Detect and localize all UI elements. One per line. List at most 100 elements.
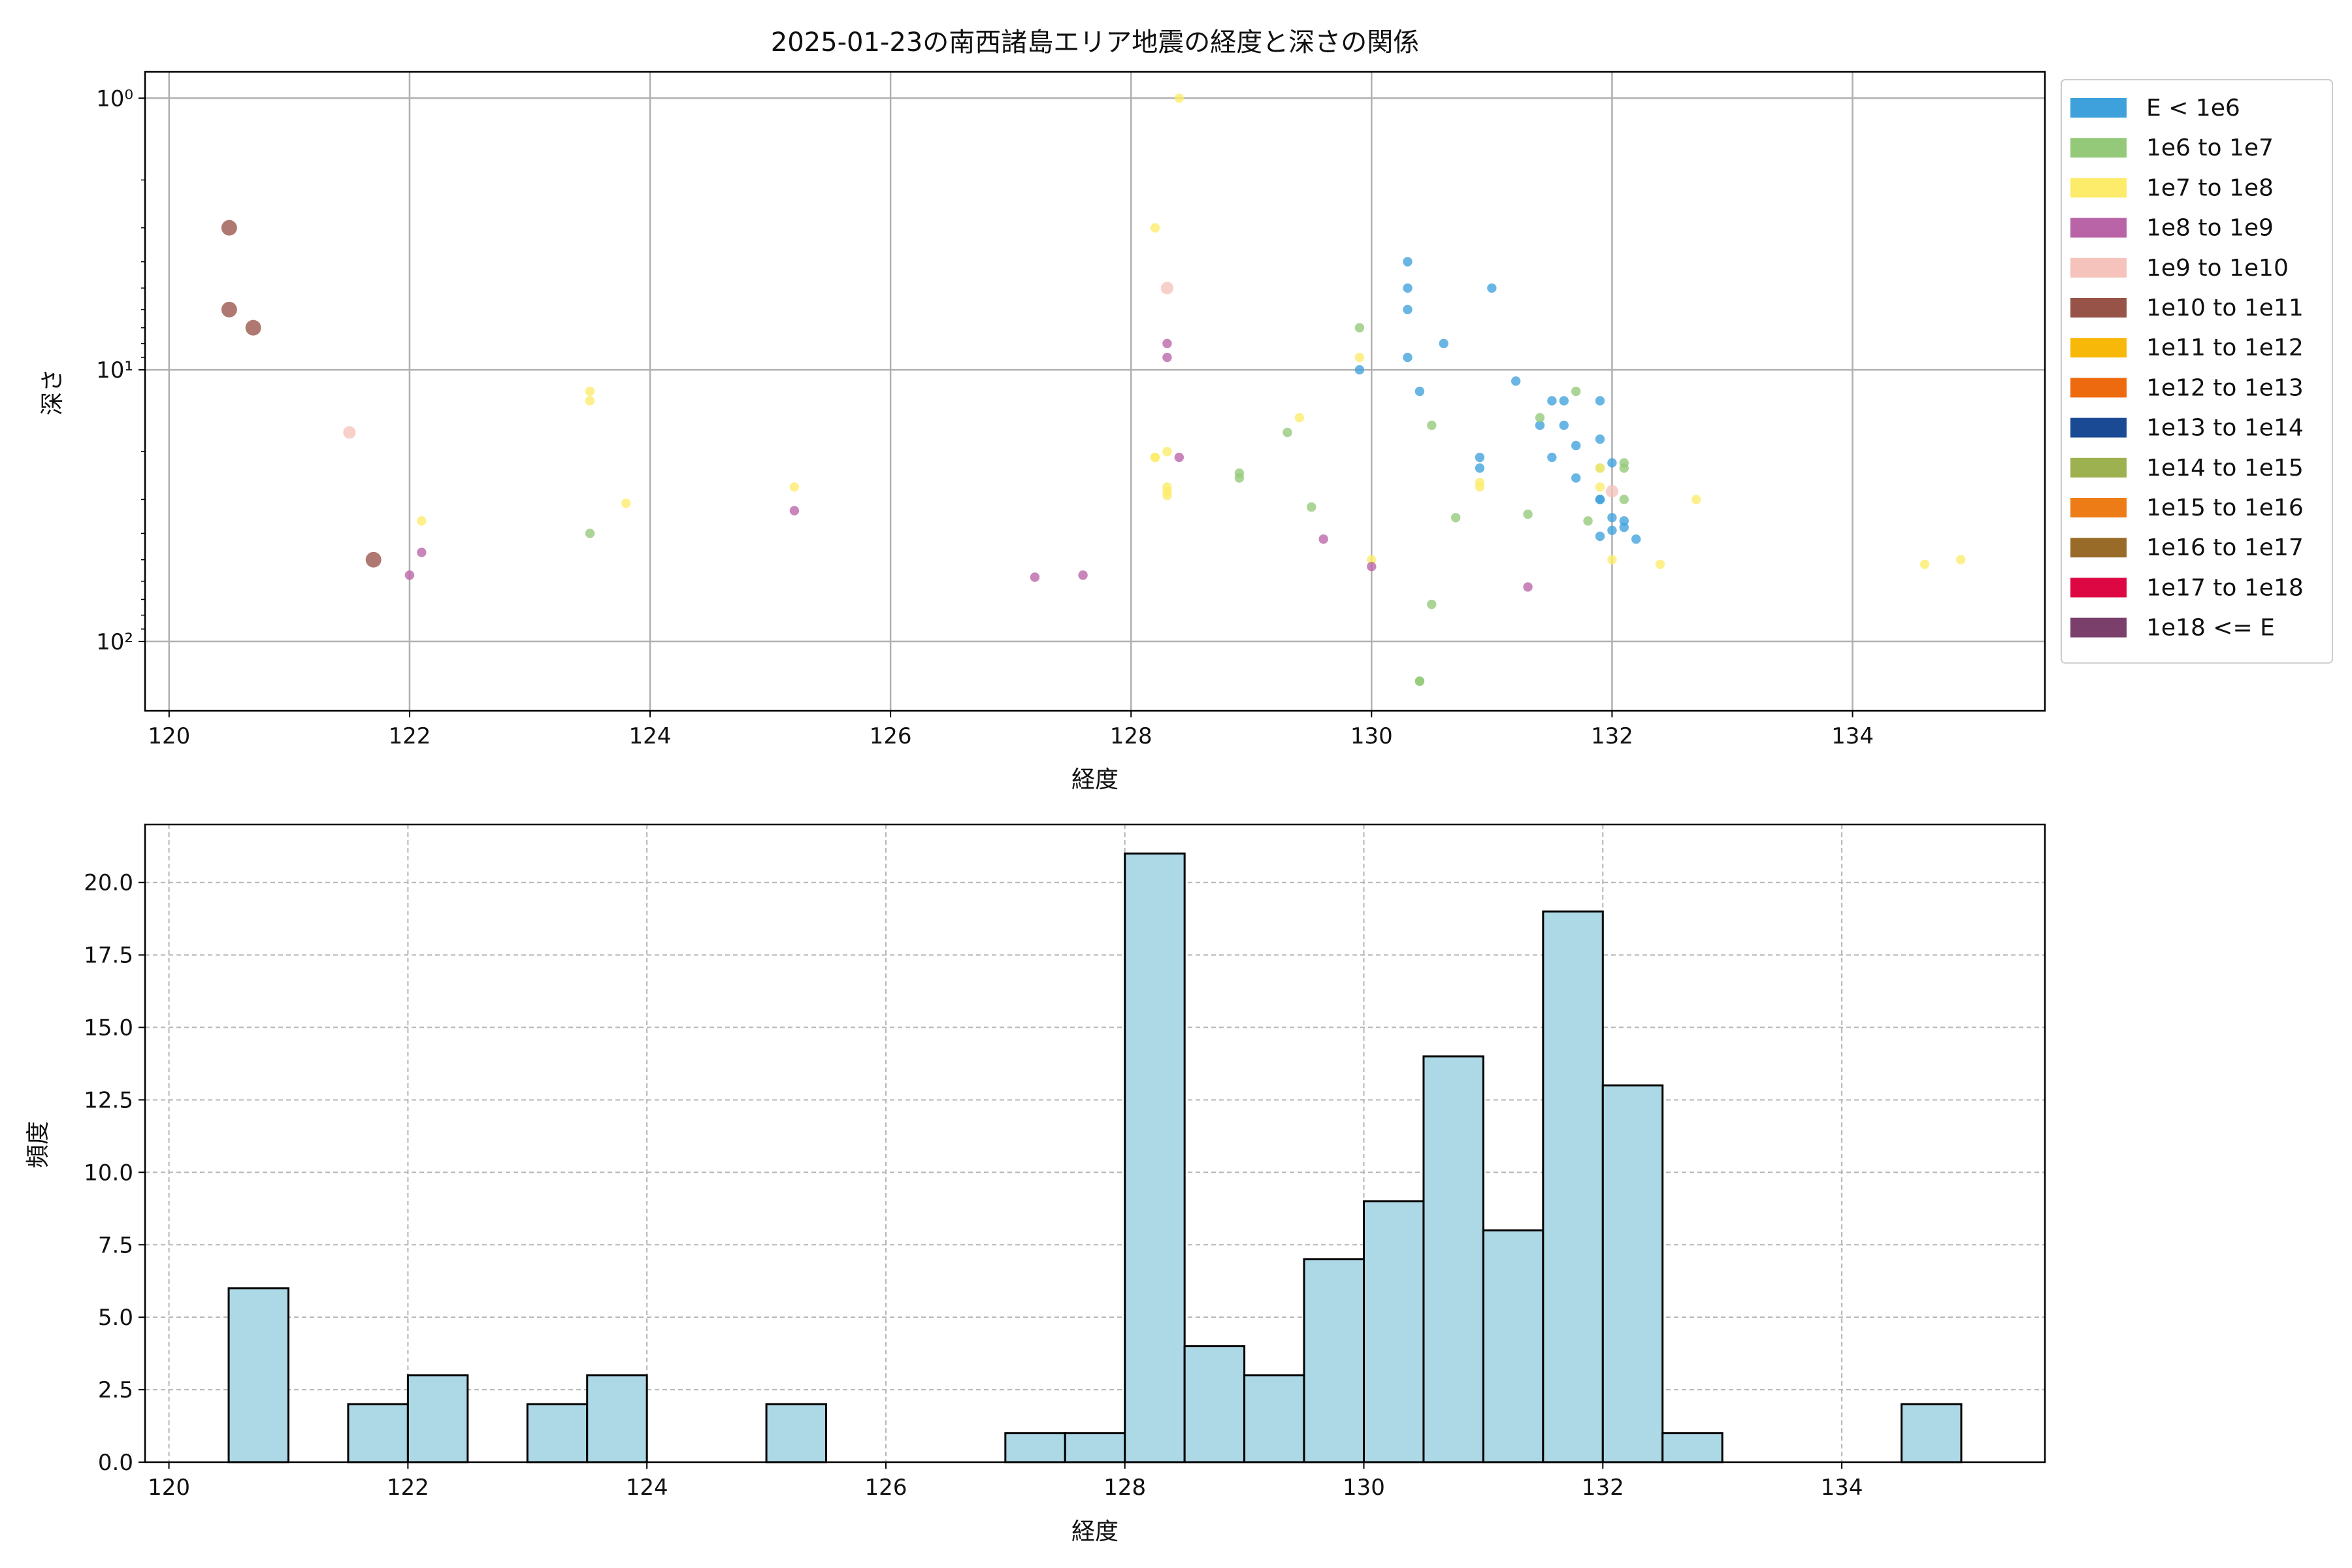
histogram-x-tick-label: 126 bbox=[864, 1475, 907, 1501]
scatter-point bbox=[417, 547, 427, 557]
histogram-bar bbox=[1363, 1200, 1425, 1463]
histogram-bar bbox=[1183, 1345, 1246, 1463]
scatter-point bbox=[1162, 447, 1172, 457]
scatter-point bbox=[1403, 352, 1413, 363]
histogram-bar bbox=[1243, 1374, 1305, 1463]
scatter-point bbox=[789, 506, 800, 515]
scatter-point bbox=[1450, 513, 1461, 523]
scatter-point bbox=[1571, 473, 1581, 483]
legend-label: 1e18 <= E bbox=[2146, 615, 2275, 642]
scatter-grid bbox=[145, 72, 2045, 711]
scatter-point bbox=[1403, 304, 1413, 315]
scatter-point bbox=[1150, 223, 1160, 233]
histogram-y-tick-label: 20.0 bbox=[84, 870, 133, 896]
histogram-x-tick-label: 120 bbox=[148, 1475, 190, 1501]
scatter-point bbox=[1595, 463, 1605, 473]
scatter-point bbox=[1535, 420, 1545, 431]
legend-label: 1e13 to 1e14 bbox=[2146, 415, 2304, 442]
legend-label: 1e6 to 1e7 bbox=[2146, 135, 2274, 161]
legend-swatch bbox=[2070, 498, 2127, 517]
histogram-bar bbox=[347, 1403, 409, 1463]
scatter-point bbox=[1619, 495, 1629, 504]
legend-label: 1e15 to 1e16 bbox=[2146, 495, 2304, 521]
scatter-point bbox=[365, 551, 382, 568]
histogram-y-tick-label: 17.5 bbox=[84, 943, 133, 969]
histogram-x-tick-label: 128 bbox=[1103, 1475, 1146, 1501]
scatter-point bbox=[1571, 386, 1581, 397]
histogram-x-tick-label: 122 bbox=[387, 1475, 429, 1501]
histogram-y-tick-label: 2.5 bbox=[98, 1377, 133, 1403]
scatter-point bbox=[343, 426, 356, 439]
scatter-point bbox=[621, 498, 631, 508]
legend-label: 1e8 to 1e9 bbox=[2146, 215, 2274, 242]
legend-swatch bbox=[2070, 218, 2127, 238]
scatter-x-tick-label: 128 bbox=[1110, 723, 1152, 749]
histogram-ticks: 120 122 124 126 128 130 132 134 0.0 2.5 5.0 7.5 10.0… bbox=[84, 870, 1863, 1501]
scatter-point bbox=[1403, 257, 1413, 267]
legend-frame bbox=[2061, 79, 2333, 664]
histogram-x-tick-label: 130 bbox=[1343, 1475, 1385, 1501]
scatter-point bbox=[1162, 352, 1172, 363]
scatter-point bbox=[1487, 283, 1497, 293]
scatter-x-tick-label: 124 bbox=[629, 723, 672, 749]
scatter-point bbox=[1655, 559, 1665, 569]
legend-swatch bbox=[2070, 417, 2127, 438]
scatter-ticks: 120 122 124 126 128 130 132 134 10⁰ 10¹ 10² bbox=[96, 86, 1874, 749]
scatter-point bbox=[1030, 572, 1040, 582]
scatter-point bbox=[1595, 531, 1605, 542]
scatter-point bbox=[1439, 338, 1448, 348]
scatter-y-tick-label: 10¹ bbox=[96, 357, 133, 384]
histogram-bar bbox=[1601, 1084, 1664, 1463]
scatter-point bbox=[1955, 555, 1966, 564]
scatter-point bbox=[1414, 676, 1425, 686]
legend-label: 1e16 to 1e17 bbox=[2146, 534, 2304, 561]
scatter-point bbox=[1619, 522, 1629, 532]
histogram-x-tick-label: 134 bbox=[1821, 1475, 1863, 1501]
scatter-point bbox=[1294, 413, 1305, 423]
legend-label: 1e14 to 1e15 bbox=[2146, 455, 2304, 482]
scatter-point bbox=[1403, 283, 1413, 293]
legend-swatch bbox=[2070, 578, 2127, 598]
scatter-point bbox=[1605, 485, 1619, 498]
scatter-point bbox=[1691, 495, 1701, 504]
scatter-point bbox=[1547, 396, 1557, 406]
histogram-y-tick-label: 0.0 bbox=[98, 1450, 133, 1476]
scatter-point bbox=[585, 386, 595, 397]
scatter-point bbox=[1523, 582, 1533, 592]
histogram-bar bbox=[1661, 1432, 1723, 1463]
scatter-point bbox=[1523, 509, 1533, 519]
scatter-point bbox=[585, 529, 595, 538]
histogram-bar bbox=[227, 1287, 289, 1463]
legend-swatch bbox=[2070, 178, 2127, 198]
scatter-point bbox=[1571, 440, 1581, 451]
scatter-point bbox=[1354, 365, 1365, 375]
scatter-point bbox=[245, 319, 261, 336]
legend-label: 1e7 to 1e8 bbox=[2146, 174, 2274, 201]
histogram-y-tick-label: 5.0 bbox=[98, 1305, 133, 1331]
histogram-bar bbox=[1542, 910, 1604, 1463]
histogram-bars bbox=[227, 852, 1963, 1463]
histogram-bar bbox=[1303, 1258, 1365, 1463]
scatter-point bbox=[1162, 338, 1172, 348]
histogram-x-axis-label: 経度 bbox=[1071, 1518, 1119, 1545]
histogram-bar bbox=[1422, 1055, 1484, 1463]
scatter-point bbox=[1631, 534, 1641, 544]
scatter-point bbox=[1427, 420, 1437, 431]
legend-swatch bbox=[2070, 617, 2127, 638]
histogram-bar bbox=[1064, 1432, 1126, 1463]
histogram-bar bbox=[1124, 852, 1186, 1463]
scatter-point bbox=[1595, 482, 1605, 492]
scatter-x-tick-label: 122 bbox=[388, 723, 431, 749]
scatter-point bbox=[1150, 452, 1160, 463]
scatter-point bbox=[1535, 413, 1545, 423]
histogram-x-tick-label: 124 bbox=[626, 1475, 668, 1501]
histogram-bar bbox=[1004, 1432, 1066, 1463]
scatter-points bbox=[221, 93, 1966, 686]
scatter-point bbox=[1318, 534, 1328, 544]
scatter-plot-frame bbox=[144, 71, 2046, 712]
histogram-y-tick-label: 15.0 bbox=[84, 1015, 133, 1041]
scatter-y-tick-label: 10⁰ bbox=[96, 86, 133, 112]
legend-label: 1e11 to 1e12 bbox=[2146, 335, 2304, 361]
histogram-grid bbox=[145, 825, 2045, 1463]
